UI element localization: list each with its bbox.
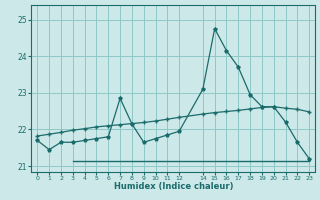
X-axis label: Humidex (Indice chaleur): Humidex (Indice chaleur) <box>114 182 233 191</box>
